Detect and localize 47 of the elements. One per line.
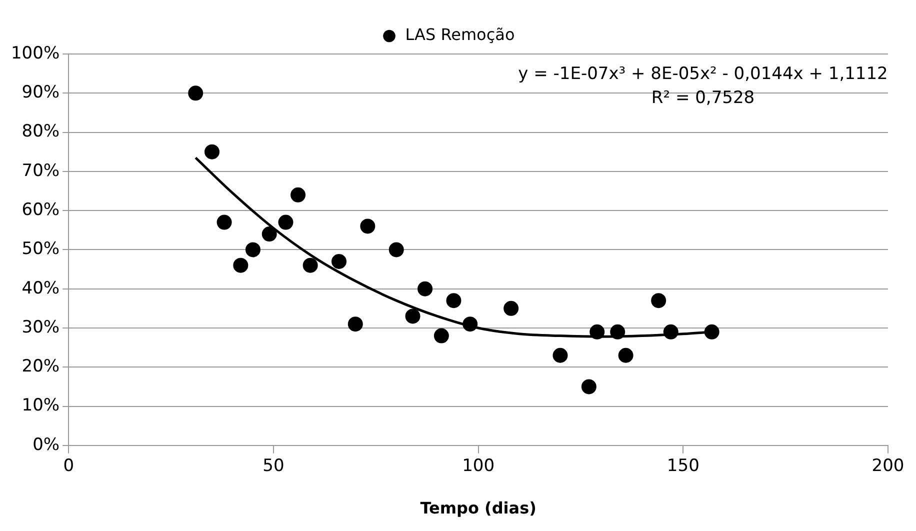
point — [581, 379, 596, 394]
y-tick-label: 90% — [22, 82, 60, 103]
point — [434, 328, 449, 344]
y-tick-label: 100% — [10, 43, 60, 64]
annotation: y = -1E-07x³ + 8E-05x² - 0,0144x + 1,1112 — [518, 64, 888, 84]
point — [610, 324, 626, 340]
point — [348, 316, 363, 332]
point — [302, 258, 318, 273]
point — [618, 348, 634, 363]
point — [216, 214, 232, 230]
point — [332, 254, 347, 269]
point — [278, 214, 294, 230]
annotation: R² = 0,7528 — [651, 88, 755, 108]
point — [552, 348, 568, 363]
point — [204, 144, 220, 160]
point — [388, 242, 404, 258]
y-tick-label: 0% — [32, 434, 60, 455]
point — [704, 324, 720, 340]
y-tick-label: 80% — [22, 122, 60, 142]
point — [651, 293, 666, 308]
point — [446, 293, 462, 308]
point — [290, 187, 306, 202]
point — [405, 308, 420, 324]
point — [262, 226, 277, 242]
x-tick-label: 150 — [666, 456, 700, 476]
y-tick-label: 20% — [22, 356, 60, 377]
point — [590, 324, 605, 340]
y-tick-label: 10% — [22, 396, 60, 416]
point — [504, 300, 519, 316]
point — [663, 324, 678, 340]
point — [360, 218, 376, 234]
point — [188, 86, 204, 101]
y-tick-label: 50% — [22, 239, 60, 260]
point — [233, 258, 248, 273]
x-axis-title: Tempo (dias) — [420, 498, 536, 518]
y-tick-label: 40% — [22, 278, 60, 298]
y-tick-label: 70% — [22, 160, 60, 181]
point — [245, 242, 260, 258]
point — [418, 281, 433, 296]
x-tick-label: 200 — [872, 456, 904, 476]
point — [462, 316, 478, 332]
y-tick-label: 60% — [22, 200, 60, 220]
x-tick-label: 0 — [63, 456, 74, 476]
y-tick-label: 30% — [22, 317, 60, 338]
x-tick-label: 50 — [262, 456, 284, 476]
x-tick-label: 100 — [462, 456, 495, 476]
legend-label: LAS Remoção — [405, 25, 515, 44]
